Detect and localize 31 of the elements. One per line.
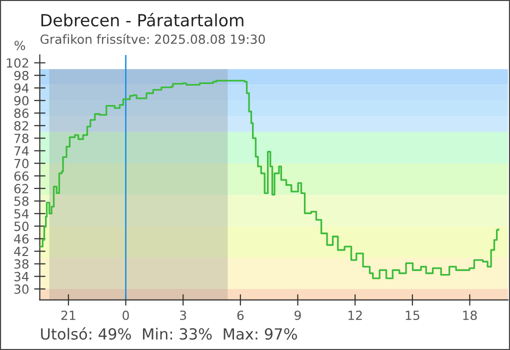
y-tick-label: 70 (14, 158, 29, 168)
chart-subtitle: Grafikon frissítve: 2025.08.08 19:30 (40, 34, 265, 44)
y-tick-label: 58 (14, 196, 29, 206)
y-tick-label: 46 (14, 234, 29, 244)
x-tick-label: 12 (348, 310, 362, 320)
y-tick-label: 42 (14, 246, 28, 256)
y-tick-label: 62 (14, 184, 28, 194)
x-tick-label: 3 (180, 310, 186, 320)
y-tick-label: 78 (14, 134, 29, 144)
chart-title: Debrecen - Páratartalom (41, 12, 244, 26)
x-tick-label: 6 (237, 310, 244, 320)
x-tick-label: 15 (406, 310, 420, 320)
y-tick-label: 86 (14, 108, 29, 118)
y-tick-label: 30 (14, 284, 29, 294)
x-tick-label: 18 (463, 310, 477, 320)
y-tick-label: 54 (14, 209, 29, 218)
y-tick-label: 34 (14, 272, 29, 282)
y-tick-label: 98 (14, 70, 29, 80)
x-tick-label: 21 (61, 310, 76, 320)
y-tick-label: 38 (14, 259, 29, 269)
y-tick-label: 50 (14, 222, 29, 232)
y-tick-label: 66 (14, 171, 29, 181)
y-tick-label: 102 (6, 58, 28, 68)
y-tick-label: 90 (14, 96, 29, 106)
y-tick-label: 82 (14, 121, 28, 131)
x-tick-label: 9 (294, 310, 301, 320)
y-axis-title: % (14, 40, 26, 50)
y-tick-label: 74 (14, 146, 29, 156)
text: Utolsó: 49% Min: 33% Max: 97% (41, 327, 298, 340)
x-tick-label: 0 (122, 310, 129, 320)
y-tick-label: 94 (14, 83, 29, 93)
